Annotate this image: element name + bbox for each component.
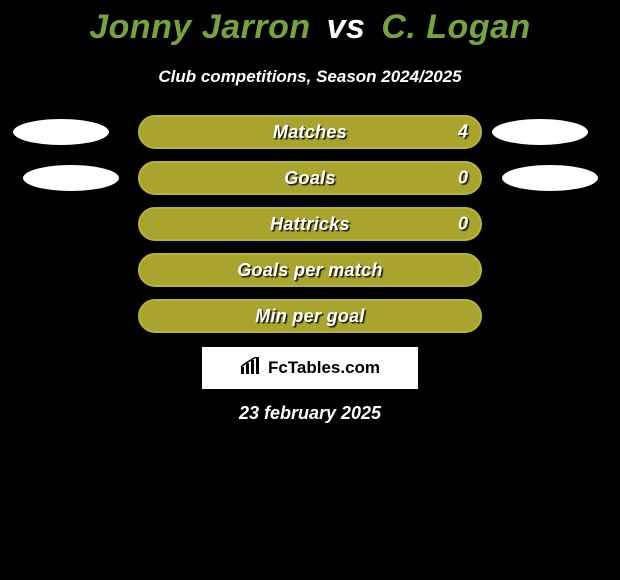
side-bubble (492, 119, 588, 145)
stat-bar: Hattricks (138, 207, 482, 241)
stat-label: Hattricks (270, 214, 350, 235)
stat-row: Min per goal (0, 299, 620, 333)
stat-bar: Goals (138, 161, 482, 195)
stat-value-right: 4 (458, 122, 468, 143)
subtitle: Club competitions, Season 2024/2025 (0, 67, 620, 87)
stat-value-right: 0 (458, 214, 468, 235)
brand-badge: FcTables.com (202, 347, 418, 389)
page-title: Jonny Jarron vs C. Logan (0, 0, 620, 47)
stat-label: Min per goal (255, 306, 365, 327)
stat-row: Goals 0 (0, 161, 620, 195)
stat-label: Goals per match (237, 260, 383, 281)
stat-label: Goals (284, 168, 336, 189)
side-bubble (23, 165, 119, 191)
stat-row: Matches 4 (0, 115, 620, 149)
date-text: 23 february 2025 (0, 403, 620, 424)
player2-name: C. Logan (381, 8, 530, 46)
brand-text: FcTables.com (268, 358, 380, 378)
bar-chart-icon (240, 357, 262, 380)
vs-text: vs (327, 8, 366, 46)
stat-label: Matches (273, 122, 347, 143)
stat-bar: Min per goal (138, 299, 482, 333)
stat-bar: Goals per match (138, 253, 482, 287)
stats-container: Matches 4 Goals 0 Hattricks 0 Goals per match M… (0, 115, 620, 333)
stat-row: Hattricks 0 (0, 207, 620, 241)
player1-name: Jonny Jarron (89, 8, 310, 46)
stat-bar: Matches (138, 115, 482, 149)
stat-row: Goals per match (0, 253, 620, 287)
stat-value-right: 0 (458, 168, 468, 189)
side-bubble (502, 165, 598, 191)
side-bubble (13, 119, 109, 145)
